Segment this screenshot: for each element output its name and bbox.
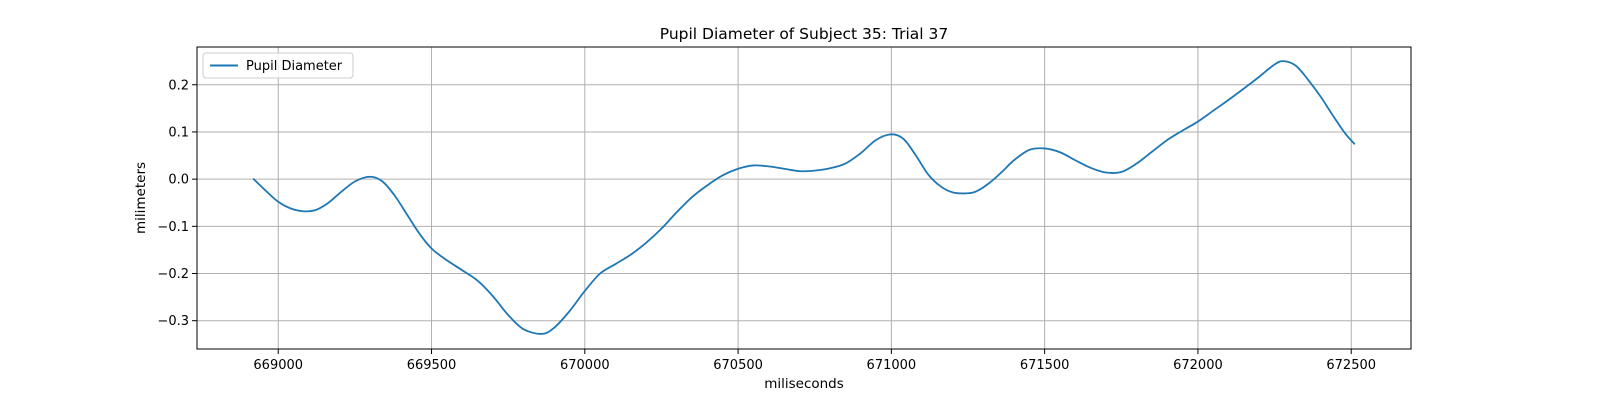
- x-tick-label: 669500: [407, 358, 457, 373]
- y-tick-label: 0.0: [168, 173, 189, 188]
- x-tick-label: 672000: [1173, 358, 1223, 373]
- grid: [197, 47, 1411, 349]
- x-axis: 669000 669500 670000 670500 671000 671500 6720…: [253, 349, 1376, 373]
- chart-title: Pupil Diameter of Subject 35: Trial 37: [660, 25, 949, 43]
- x-tick-label: 671000: [867, 358, 917, 373]
- plot-area: [196, 46, 1412, 350]
- x-tick-label: 672500: [1326, 358, 1376, 373]
- legend: Pupil Diameter: [202, 52, 354, 79]
- y-tick-label: −0.1: [157, 220, 189, 235]
- y-tick-label: 0.2: [168, 78, 189, 93]
- x-tick-label: 671500: [1020, 358, 1070, 373]
- x-tick-label: 670000: [560, 358, 610, 373]
- y-tick-label: 0.1: [168, 125, 189, 140]
- y-tick-label: −0.3: [157, 314, 189, 329]
- x-tick-label: 670500: [713, 358, 763, 373]
- series-line-pupil-diameter: [252, 60, 1356, 335]
- x-axis-label: miliseconds: [764, 376, 844, 392]
- y-tick-label: −0.2: [157, 267, 189, 282]
- y-axis: −0.3 −0.2 −0.1 0.0 0.1 0.2: [157, 78, 197, 329]
- legend-box: [202, 52, 354, 79]
- y-axis-label: milimeters: [133, 162, 149, 234]
- legend-label: Pupil Diameter: [246, 59, 343, 74]
- series-layer: [252, 60, 1356, 335]
- x-tick-label: 669000: [253, 358, 303, 373]
